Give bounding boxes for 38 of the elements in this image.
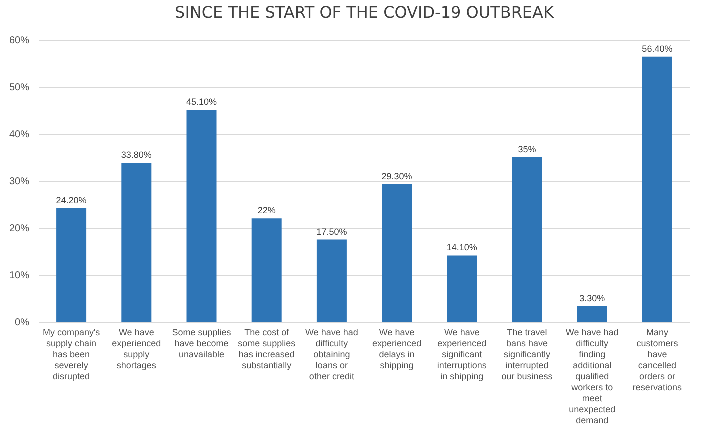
- data-label: 14.10%: [446, 242, 478, 253]
- category-label: We have had difficulty finding additional qualified workers to meet unexpected demand: [566, 328, 619, 426]
- bar: [252, 218, 282, 322]
- data-label: 35%: [518, 144, 536, 154]
- x-tick-label: We have experienced delays in shipping: [372, 328, 422, 370]
- data-label: 17.50%: [316, 226, 348, 237]
- data-label: 22%: [258, 206, 276, 216]
- data-label: 24.20%: [56, 195, 87, 206]
- bar: [186, 110, 217, 322]
- y-tick-label: 20%: [9, 224, 30, 234]
- bar: [577, 306, 608, 322]
- x-tick-label: We have experienced supply shortages: [112, 328, 162, 370]
- y-tick-label: 10%: [9, 270, 30, 282]
- x-tick-label: Some supplies have become unavailable: [172, 328, 232, 360]
- x-tick-label: We have had difficulty obtaining loans or other credit: [306, 328, 358, 382]
- x-tick-label: Many customers have cancelled orders or reservations: [632, 328, 682, 392]
- bar: [316, 240, 347, 322]
- bar: [382, 184, 412, 322]
- y-tick-label: 50%: [9, 82, 30, 94]
- data-label: 29.30%: [382, 171, 412, 182]
- x-tick-label: The travel bans have significantly interrupted our business: [502, 328, 554, 382]
- x-tick-label: My company's supply chain has been severely disrupted: [42, 328, 101, 382]
- x-tick-label: The cost of some supplies has increased substantially: [238, 328, 296, 370]
- bar: [642, 56, 672, 322]
- data-label: 33.80%: [121, 150, 152, 160]
- x-tick-label: We have experienced significant interruptions in shipping: [437, 328, 488, 382]
- bar: [122, 163, 152, 322]
- chart-title: SINCE THE START OF THE COVID-19 OUTBREAK: [175, 3, 554, 22]
- y-tick-label: 40%: [9, 130, 30, 140]
- bar: [56, 208, 87, 322]
- data-label: 3.30%: [580, 293, 606, 304]
- y-tick-label: 30%: [9, 176, 30, 188]
- bar: [512, 158, 542, 322]
- y-tick-label: 60%: [9, 36, 30, 46]
- bar: [447, 256, 478, 322]
- data-label: 56.40%: [642, 44, 673, 54]
- data-label: 45.10%: [186, 97, 218, 108]
- y-tick-label: 0%: [15, 318, 30, 328]
